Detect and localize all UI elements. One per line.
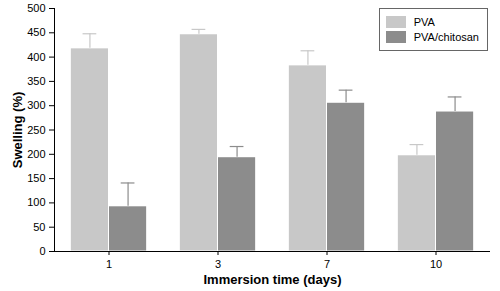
svg-text:150: 150 xyxy=(27,172,45,184)
svg-text:50: 50 xyxy=(33,221,45,233)
svg-text:300: 300 xyxy=(27,99,45,111)
svg-text:100: 100 xyxy=(27,196,45,208)
html-text:PVA: PVA xyxy=(413,16,435,28)
svg-text:Swelling (%): Swelling (%) xyxy=(10,92,25,169)
svg-text:1: 1 xyxy=(106,258,112,270)
svg-text:0: 0 xyxy=(39,245,45,257)
svg-text:400: 400 xyxy=(27,51,45,63)
svg-text:500: 500 xyxy=(27,2,45,14)
svg-text:7: 7 xyxy=(324,258,330,270)
svg-text:250: 250 xyxy=(27,124,45,136)
svg-text:10: 10 xyxy=(430,258,442,270)
svg-text:350: 350 xyxy=(27,75,45,87)
svg-text:450: 450 xyxy=(27,26,45,38)
html-text:PVA/chitosan: PVA/chitosan xyxy=(413,31,479,43)
svg-text:3: 3 xyxy=(215,258,221,270)
svg-text:200: 200 xyxy=(27,148,45,160)
svg-text:Immersion time (days): Immersion time (days) xyxy=(204,272,342,287)
